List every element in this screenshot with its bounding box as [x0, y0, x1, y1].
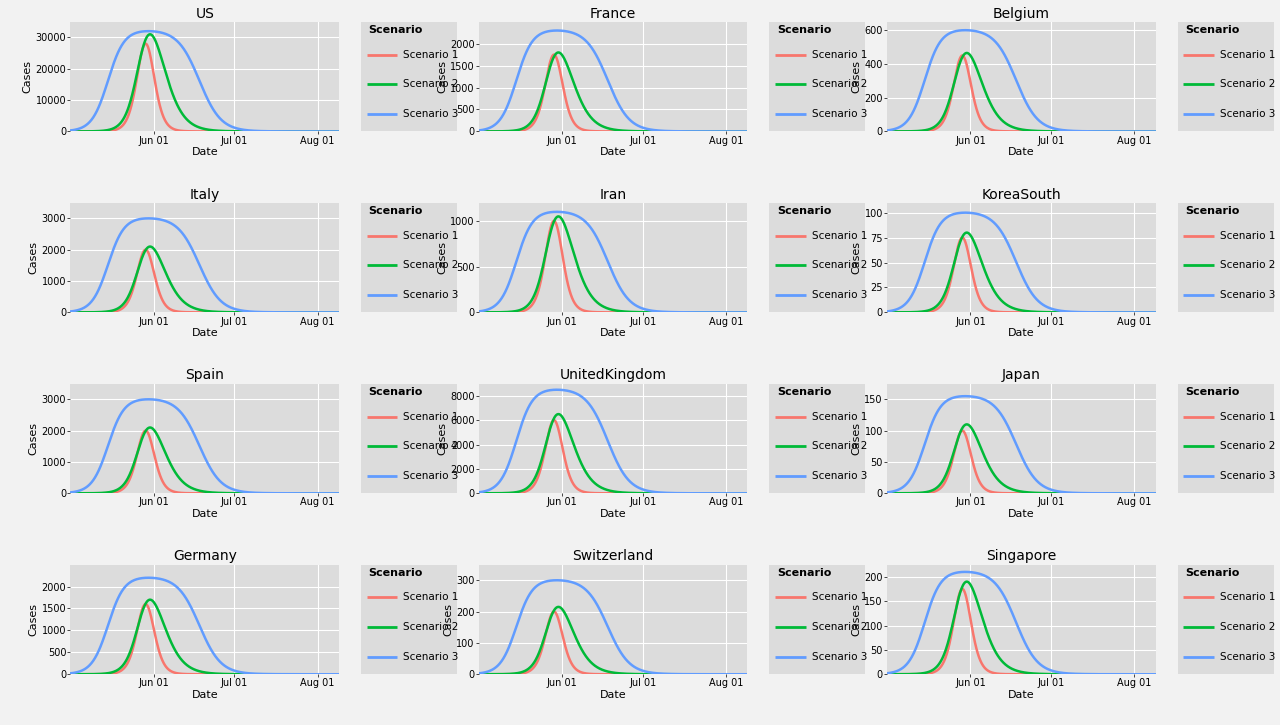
Title: France: France — [590, 7, 636, 20]
Title: Germany: Germany — [173, 550, 237, 563]
Title: Italy: Italy — [189, 188, 220, 202]
Y-axis label: Cases: Cases — [29, 603, 38, 636]
Text: Scenario: Scenario — [1185, 568, 1240, 578]
Text: Scenario: Scenario — [777, 25, 831, 35]
Y-axis label: Cases: Cases — [851, 60, 861, 93]
X-axis label: Date: Date — [1009, 328, 1034, 338]
Text: Scenario 3: Scenario 3 — [812, 471, 867, 481]
X-axis label: Date: Date — [600, 689, 626, 700]
Text: Scenario: Scenario — [1185, 25, 1240, 35]
Title: US: US — [196, 7, 214, 20]
Text: Scenario 1: Scenario 1 — [403, 49, 458, 59]
X-axis label: Date: Date — [1009, 689, 1034, 700]
Text: Scenario 2: Scenario 2 — [403, 260, 458, 270]
Text: Scenario 2: Scenario 2 — [403, 622, 458, 632]
Title: KoreaSouth: KoreaSouth — [982, 188, 1061, 202]
X-axis label: Date: Date — [192, 328, 218, 338]
X-axis label: Date: Date — [192, 509, 218, 519]
Title: UnitedKingdom: UnitedKingdom — [559, 368, 667, 383]
Text: Scenario 1: Scenario 1 — [812, 49, 867, 59]
Text: Scenario 1: Scenario 1 — [403, 592, 458, 602]
Text: Scenario 1: Scenario 1 — [1220, 412, 1275, 421]
Text: Scenario 3: Scenario 3 — [403, 290, 458, 300]
Text: Scenario 1: Scenario 1 — [812, 412, 867, 421]
Text: Scenario 1: Scenario 1 — [812, 231, 867, 241]
Text: Scenario 3: Scenario 3 — [1220, 290, 1275, 300]
Y-axis label: Cases: Cases — [438, 241, 447, 274]
X-axis label: Date: Date — [1009, 509, 1034, 519]
Y-axis label: Cases: Cases — [851, 603, 861, 636]
Text: Scenario: Scenario — [369, 25, 422, 35]
X-axis label: Date: Date — [600, 147, 626, 157]
Text: Scenario: Scenario — [1185, 387, 1240, 397]
X-axis label: Date: Date — [1009, 147, 1034, 157]
Y-axis label: Cases: Cases — [438, 60, 447, 93]
Title: Japan: Japan — [1002, 368, 1041, 383]
Title: Belgium: Belgium — [993, 7, 1050, 20]
X-axis label: Date: Date — [600, 328, 626, 338]
Title: Spain: Spain — [186, 368, 224, 383]
Title: Iran: Iran — [599, 188, 627, 202]
Y-axis label: Cases: Cases — [23, 60, 33, 93]
Text: Scenario 2: Scenario 2 — [403, 441, 458, 451]
Text: Scenario 3: Scenario 3 — [812, 290, 867, 300]
Text: Scenario 1: Scenario 1 — [1220, 49, 1275, 59]
Text: Scenario 3: Scenario 3 — [403, 109, 458, 119]
X-axis label: Date: Date — [192, 147, 218, 157]
Text: Scenario 3: Scenario 3 — [1220, 652, 1275, 662]
Text: Scenario 1: Scenario 1 — [403, 231, 458, 241]
Text: Scenario 3: Scenario 3 — [1220, 471, 1275, 481]
Y-axis label: Cases: Cases — [29, 422, 38, 455]
Text: Scenario 1: Scenario 1 — [1220, 231, 1275, 241]
Text: Scenario: Scenario — [777, 206, 831, 216]
Y-axis label: Cases: Cases — [443, 603, 453, 636]
Title: Switzerland: Switzerland — [572, 550, 654, 563]
Title: Singapore: Singapore — [987, 550, 1056, 563]
Text: Scenario 2: Scenario 2 — [1220, 79, 1275, 89]
Text: Scenario 2: Scenario 2 — [1220, 260, 1275, 270]
X-axis label: Date: Date — [192, 689, 218, 700]
Text: Scenario: Scenario — [777, 568, 831, 578]
Text: Scenario 1: Scenario 1 — [403, 412, 458, 421]
Text: Scenario 3: Scenario 3 — [812, 109, 867, 119]
Text: Scenario: Scenario — [369, 387, 422, 397]
Text: Scenario 3: Scenario 3 — [403, 471, 458, 481]
Text: Scenario 2: Scenario 2 — [812, 260, 867, 270]
Text: Scenario 2: Scenario 2 — [812, 622, 867, 632]
Text: Scenario 1: Scenario 1 — [1220, 592, 1275, 602]
Text: Scenario 3: Scenario 3 — [812, 652, 867, 662]
Text: Scenario 3: Scenario 3 — [403, 652, 458, 662]
Text: Scenario: Scenario — [369, 568, 422, 578]
Text: Scenario 2: Scenario 2 — [812, 79, 867, 89]
Text: Scenario 2: Scenario 2 — [1220, 622, 1275, 632]
Y-axis label: Cases: Cases — [851, 422, 861, 455]
Text: Scenario: Scenario — [369, 206, 422, 216]
Text: Scenario 3: Scenario 3 — [1220, 109, 1275, 119]
Text: Scenario: Scenario — [777, 387, 831, 397]
Y-axis label: Cases: Cases — [438, 422, 447, 455]
Text: Scenario: Scenario — [1185, 206, 1240, 216]
Text: Scenario 2: Scenario 2 — [403, 79, 458, 89]
Text: Scenario 2: Scenario 2 — [812, 441, 867, 451]
X-axis label: Date: Date — [600, 509, 626, 519]
Y-axis label: Cases: Cases — [29, 241, 38, 274]
Text: Scenario 1: Scenario 1 — [812, 592, 867, 602]
Text: Scenario 2: Scenario 2 — [1220, 441, 1275, 451]
Y-axis label: Cases: Cases — [851, 241, 861, 274]
